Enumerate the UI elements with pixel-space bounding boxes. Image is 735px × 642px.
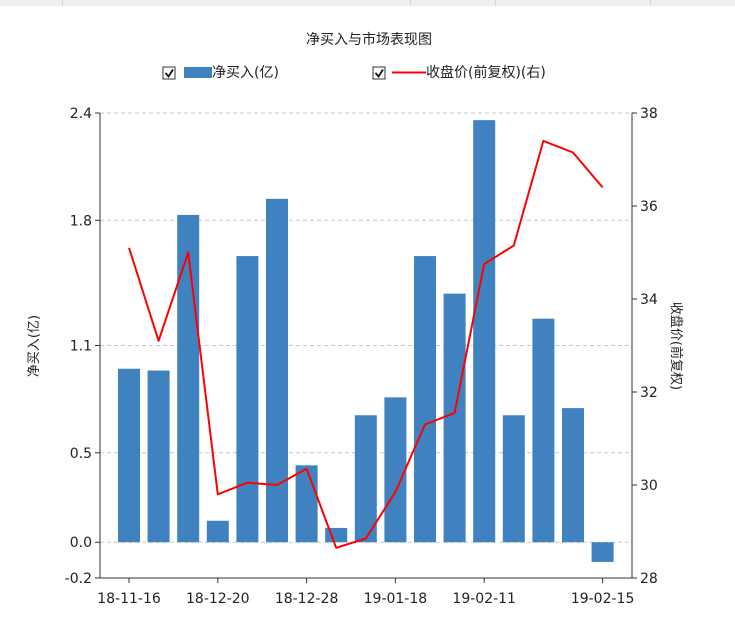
x-tick-label-3: 19-01-18 xyxy=(364,591,428,607)
legend-label-line: 收盘价(前复权)(右) xyxy=(426,64,546,81)
x-tick-label-2: 18-12-28 xyxy=(275,591,339,607)
left-tick-label-0: 2.4 xyxy=(70,106,92,122)
bar-13 xyxy=(502,415,525,543)
x-tick-label-0: 18-11-16 xyxy=(97,591,161,607)
bar-9 xyxy=(384,397,407,543)
right-tick-label-2: 34 xyxy=(640,292,658,308)
bar-0 xyxy=(118,368,140,543)
left-tick-label-3: 0.5 xyxy=(70,446,92,462)
bar-series xyxy=(118,120,614,562)
right-tick-label-0: 38 xyxy=(640,106,658,122)
chart-title: 净买入与市场表现图 xyxy=(306,31,432,48)
right-axis-label: 收盘价(前复权) xyxy=(668,302,684,390)
bar-12 xyxy=(473,120,496,543)
left-tick-label-5: -0.2 xyxy=(65,571,92,587)
bar-16 xyxy=(591,542,614,562)
right-tick-label-5: 28 xyxy=(640,571,658,587)
bar-10 xyxy=(414,256,436,543)
bar-1 xyxy=(147,370,170,543)
right-axis-ticks: 38 36 34 32 30 28 xyxy=(632,106,658,587)
close-price-line xyxy=(128,139,604,549)
x-tick-label-4: 19-02-11 xyxy=(452,591,516,607)
bar-4 xyxy=(236,256,259,543)
x-axis-ticks: 18-11-16 18-12-20 18-12-28 19-01-18 19-02-11… xyxy=(97,578,634,607)
legend: 净买入(亿) 收盘价(前复权)(右) xyxy=(162,64,546,81)
bar-5 xyxy=(266,198,288,543)
bar-14 xyxy=(532,318,555,543)
legend-checkbox-line[interactable] xyxy=(372,66,386,80)
legend-label-bar: 净买入(亿) xyxy=(212,65,279,81)
x-tick-label-5: 19-02-15 xyxy=(571,591,635,607)
x-tick-label-1: 18-12-20 xyxy=(186,591,250,607)
left-tick-label-1: 1.8 xyxy=(70,213,92,229)
left-tick-label-4: 0.0 xyxy=(70,535,92,551)
right-tick-label-1: 36 xyxy=(640,199,658,215)
left-tick-label-2: 1.1 xyxy=(70,339,92,355)
bar-8 xyxy=(354,415,377,543)
left-axis-label: 净买入(亿) xyxy=(27,315,42,377)
top-toolbar-strip xyxy=(0,0,735,6)
legend-swatch-bar xyxy=(184,67,212,78)
bar-15 xyxy=(562,408,584,543)
right-tick-label-3: 32 xyxy=(640,385,658,401)
bar-2 xyxy=(177,214,200,543)
bar-3 xyxy=(206,520,229,543)
bar-6 xyxy=(295,465,318,543)
bar-11 xyxy=(443,293,466,543)
right-tick-label-4: 30 xyxy=(640,478,658,494)
legend-checkbox-bar[interactable] xyxy=(162,66,176,80)
left-axis-ticks: 2.4 1.8 1.1 0.5 0.0 -0.2 xyxy=(65,106,100,587)
